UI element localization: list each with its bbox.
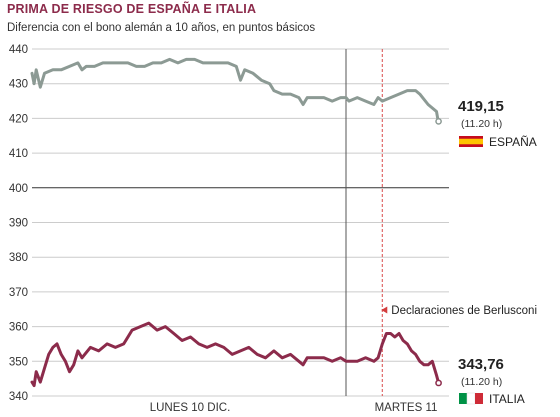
y-tick-label: 390: [9, 218, 28, 230]
series-legend: 419,15 (11.20 h) ESPAÑA 343,76 (11.20 h) ITAL…: [458, 98, 537, 406]
annotation-arrow-icon: [381, 306, 388, 314]
italy-flag-stripe-white: [466, 392, 476, 405]
y-tick-label: 420: [9, 113, 28, 125]
annotation-label: Declaraciones de Berlusconi: [391, 305, 537, 317]
annotation-group: Declaraciones de Berlusconi: [381, 305, 537, 317]
y-tick-label: 360: [9, 322, 28, 334]
spain-legend-label: ESPAÑA: [489, 135, 537, 149]
gridlines: [32, 48, 449, 397]
spain-flag-stripe: [459, 138, 483, 145]
series-end-marker: [435, 379, 442, 387]
italy-flag-icon: [459, 393, 467, 404]
y-tick-label: 380: [9, 252, 28, 264]
y-tick-label: 340: [9, 391, 28, 403]
y-axis-labels: 440 430 420 410 400 390 380 370 360 350 340: [9, 44, 28, 403]
y-tick-label: 440: [9, 44, 28, 56]
x-label-day2: MARTES 11: [375, 402, 438, 414]
x-axis-labels: LUNES 10 DIC. MARTES 11: [150, 402, 438, 414]
y-tick-label: 410: [9, 148, 28, 160]
chart-title: PRIMA DE RIESGO DE ESPAÑA E ITALIA: [7, 2, 257, 16]
italy-legend-label: ITALIA: [489, 392, 525, 406]
y-tick-label: 430: [9, 79, 28, 91]
italy-last-time: (11.20 h): [461, 376, 502, 388]
series-line-españa: [30, 57, 441, 123]
y-tick-label: 350: [9, 356, 28, 368]
italy-flag-stripe-red: [475, 393, 483, 404]
series-lines: [30, 57, 441, 388]
day-divider-lines: [345, 49, 383, 396]
y-tick-label: 400: [9, 183, 28, 195]
series-end-markers: [435, 117, 442, 387]
chart-subtitle: Diferencia con el bono alemán a 10 años,…: [7, 22, 316, 34]
spain-last-time: (11.20 h): [461, 118, 502, 130]
y-tick-label: 370: [9, 287, 28, 299]
x-label-day1: LUNES 10 DIC.: [150, 402, 231, 414]
spain-last-value: 419,15: [458, 98, 504, 115]
italy-last-value: 343,76: [458, 356, 504, 373]
series-line-italia: [30, 321, 441, 388]
series-end-marker: [435, 117, 442, 125]
